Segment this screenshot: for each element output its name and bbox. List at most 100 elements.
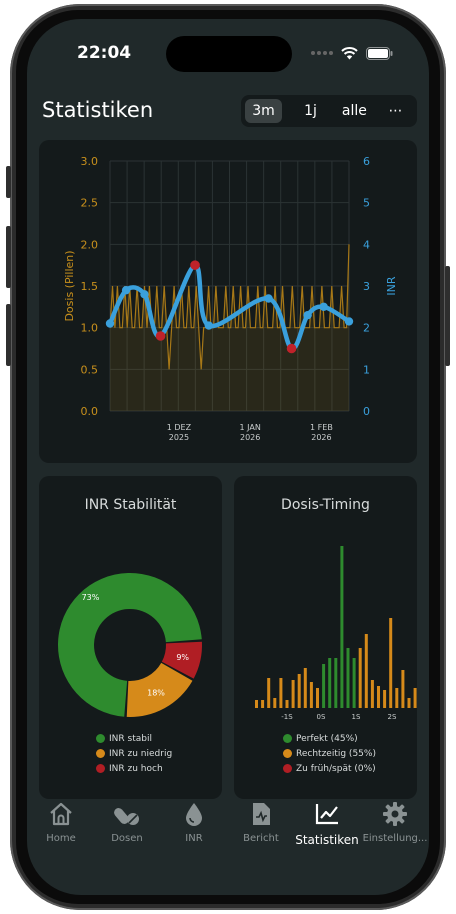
more-options-button[interactable]: ⋯	[388, 103, 403, 119]
timing-bar[interactable]	[328, 658, 332, 708]
inr-point[interactable]	[121, 285, 131, 295]
timing-bar[interactable]	[297, 674, 301, 708]
tab-doses[interactable]: Dosen	[93, 801, 161, 844]
inr-point[interactable]	[155, 331, 166, 341]
x-tick-label: 1 FEB	[310, 423, 333, 432]
left-axis-label: Dosis (Pillen)	[63, 250, 76, 321]
timing-bar[interactable]	[340, 546, 344, 708]
inr-stability-card: INR Stabilität 9% 18% 73% INR stabil INR z…	[39, 476, 222, 799]
right-tick-label: 1	[363, 363, 370, 376]
range-1j-button[interactable]: 1j	[304, 103, 317, 119]
timing-bar[interactable]	[370, 680, 374, 708]
tab-statistics[interactable]: Statistiken	[293, 801, 361, 847]
inr-point[interactable]	[264, 294, 273, 303]
volume-down-button	[6, 304, 11, 366]
inr-point[interactable]	[303, 310, 312, 320]
drop-icon	[186, 803, 202, 826]
left-tick-label: 2.5	[81, 197, 99, 210]
timing-bar[interactable]	[316, 688, 319, 708]
inr-point[interactable]	[190, 260, 200, 270]
x-tick-label-year: 2026	[311, 433, 331, 442]
range-alle-button[interactable]: alle	[341, 103, 367, 119]
timing-bar[interactable]	[291, 680, 295, 708]
timing-bar[interactable]	[413, 688, 417, 708]
legend-dot-perfect	[283, 734, 292, 743]
legend-label-perfect: Perfekt (45%)	[296, 733, 358, 744]
report-icon	[253, 803, 270, 825]
timing-bar[interactable]	[309, 682, 313, 708]
left-tick-label: 1.5	[81, 280, 99, 293]
legend-label-high: INR zu hoch	[109, 763, 163, 774]
dose-timing-legend: Perfekt (45%) Rechtzeitig (55%) Zu früh/…	[283, 731, 376, 776]
inr-point[interactable]	[105, 319, 115, 328]
legend-dot-high	[96, 764, 105, 773]
donut-slice[interactable]	[161, 641, 203, 679]
timing-bar[interactable]	[346, 648, 350, 708]
x-tick-label: 1 DEZ	[167, 423, 192, 432]
cellular-icon	[311, 51, 333, 55]
inr-point[interactable]	[319, 302, 328, 312]
legend-dot-ontime	[283, 749, 292, 758]
inr-point[interactable]	[286, 343, 297, 354]
volume-up-button	[6, 226, 11, 288]
tab-report[interactable]: Bericht	[227, 801, 295, 844]
power-button	[445, 266, 450, 366]
timing-bar[interactable]	[389, 618, 393, 708]
timing-bar[interactable]	[358, 648, 362, 708]
timing-tick-label: 0S	[317, 713, 326, 721]
timing-bar[interactable]	[285, 700, 289, 708]
timing-bar[interactable]	[322, 664, 326, 708]
dose-timing-title: Dosis-Timing	[281, 497, 370, 513]
timing-bar[interactable]	[303, 668, 307, 708]
dose-line	[109, 244, 350, 370]
left-tick-label: 0.5	[81, 363, 99, 376]
donut-slice[interactable]	[57, 573, 202, 717]
timing-bar[interactable]	[261, 700, 265, 708]
dose-area	[110, 244, 349, 411]
timing-bar[interactable]	[273, 698, 277, 708]
timing-bar[interactable]	[267, 678, 271, 708]
status-time: 22:04	[77, 43, 132, 63]
timing-bar[interactable]	[383, 690, 387, 708]
donut-slice-label: 9%	[176, 653, 189, 662]
timing-tick-label: -1S	[281, 713, 293, 721]
inr-point[interactable]	[344, 317, 354, 326]
timing-tick-label: 2S	[388, 713, 397, 721]
inr-point[interactable]	[140, 290, 149, 299]
right-axis-label: INR	[385, 276, 398, 295]
timing-bar[interactable]	[352, 658, 356, 708]
left-tick-label: 3.0	[81, 155, 99, 168]
timing-bar[interactable]	[401, 670, 405, 708]
tab-inr-label: INR	[185, 833, 203, 844]
donut-slice-label: 73%	[82, 593, 100, 602]
wifi-icon	[341, 46, 358, 59]
tab-settings-label: Einstellung...	[362, 833, 428, 844]
timing-bar[interactable]	[395, 688, 399, 708]
dose-inr-chart: 0.0 0.5 1.0 1.5 2.0 2.5 3.0 0 1 2 3 4 5 6 Dosis (Pille…	[63, 155, 398, 442]
dose-inr-chart-card: 0.0 0.5 1.0 1.5 2.0 2.5 3.0 0 1 2 3 4 5 6 Dosis (Pille…	[39, 140, 417, 463]
tab-home[interactable]: Home	[27, 801, 95, 844]
donut-slice-label: 18%	[147, 688, 165, 697]
timing-bar[interactable]	[407, 698, 411, 708]
tab-home-label: Home	[46, 833, 76, 844]
timing-bar[interactable]	[279, 678, 283, 708]
tab-inr[interactable]: INR	[160, 801, 228, 844]
donut-slice[interactable]	[126, 662, 193, 717]
tab-report-label: Bericht	[243, 833, 279, 844]
inr-stability-donut: 9% 18% 73%	[57, 573, 203, 717]
right-tick-label: 0	[363, 405, 370, 418]
dose-timing-card: Dosis-Timing -1S 0S 1S 2S Perfekt (45%) Rec…	[234, 476, 417, 799]
mute-switch	[6, 166, 11, 198]
left-tick-label: 0.0	[81, 405, 99, 418]
timing-bar[interactable]	[364, 634, 368, 708]
battery-icon	[366, 46, 393, 60]
tab-settings[interactable]: Einstellung...	[361, 801, 429, 844]
right-tick-label: 3	[363, 280, 370, 293]
x-tick-label-year: 2025	[169, 433, 189, 442]
inr-point[interactable]	[204, 321, 214, 330]
range-3m-button[interactable]: 3m	[245, 99, 283, 123]
timing-bar[interactable]	[377, 686, 380, 708]
timing-bar[interactable]	[255, 700, 258, 708]
timing-bar[interactable]	[334, 658, 338, 708]
status-icons	[311, 46, 393, 60]
